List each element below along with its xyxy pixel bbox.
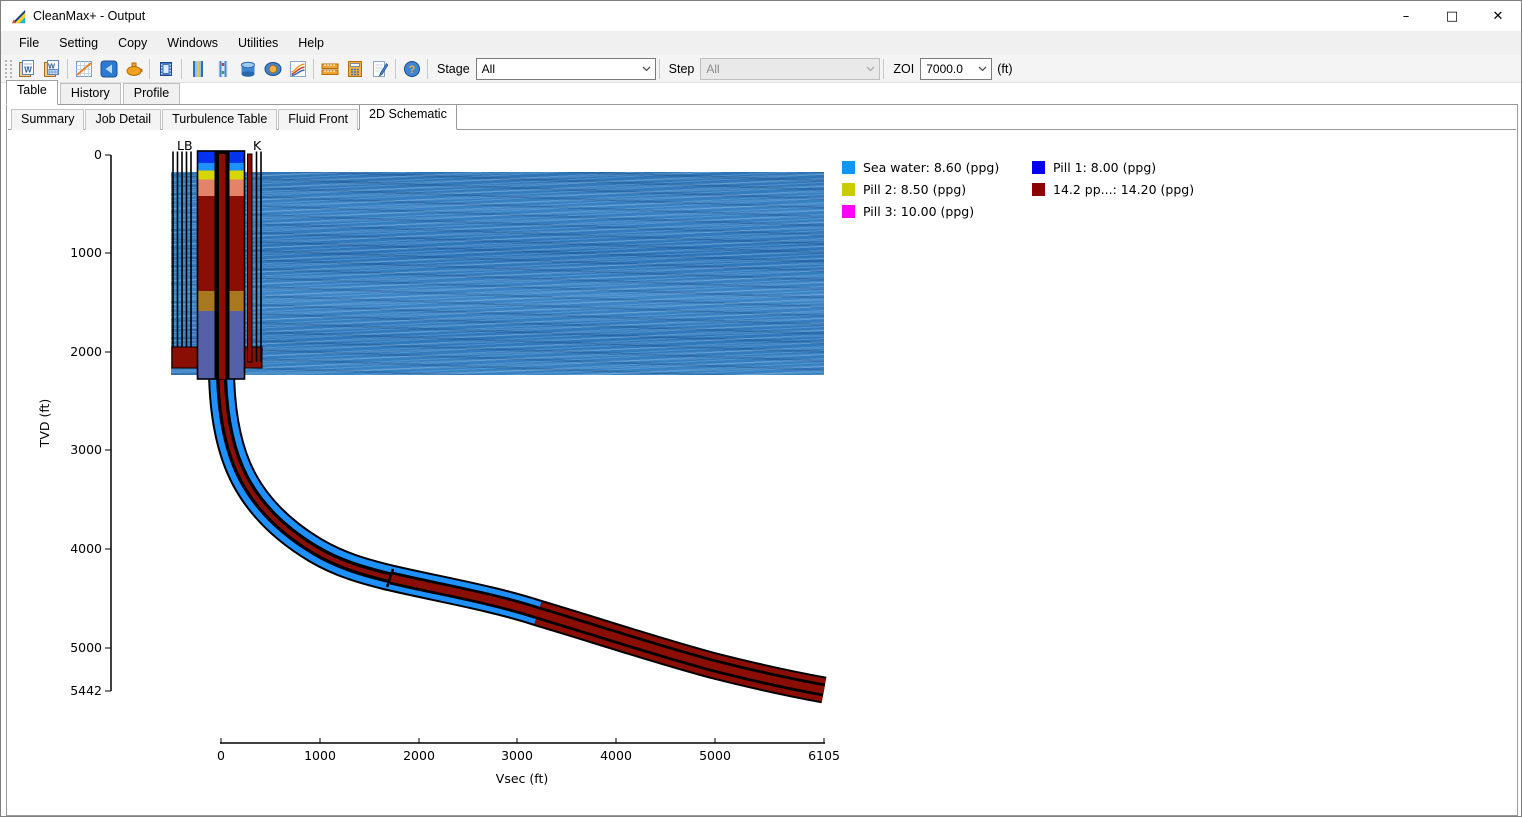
chevron-down-icon bbox=[638, 59, 655, 79]
legend-swatch bbox=[842, 183, 855, 196]
close-button[interactable]: ✕ bbox=[1492, 8, 1504, 24]
menu-file[interactable]: File bbox=[19, 36, 40, 50]
sea-water-texture bbox=[171, 172, 824, 375]
tab-fluid-front[interactable]: Fluid Front bbox=[278, 109, 359, 130]
tab-history[interactable]: History bbox=[59, 83, 121, 104]
casing-cylinder-icon[interactable] bbox=[235, 57, 260, 81]
play-reverse-icon[interactable] bbox=[96, 57, 121, 81]
stage-value: All bbox=[481, 61, 496, 76]
window-controls: – □ ✕ bbox=[1383, 1, 1521, 31]
toolbar-separator bbox=[313, 58, 314, 79]
zoi-value: 7000.0 bbox=[926, 61, 963, 76]
copy-report-icon[interactable]: W bbox=[14, 57, 39, 81]
legend-label: Sea water: 8.60 (ppg) bbox=[863, 160, 1000, 175]
menu-setting[interactable]: Setting bbox=[59, 36, 99, 50]
window-title: CleanMax+ - Output bbox=[33, 9, 146, 23]
legend-label: 14.2 pp...: 14.20 (ppg) bbox=[1053, 182, 1195, 197]
legend-swatch bbox=[842, 205, 855, 218]
secondary-tab-strip: Summary Job Detail Turbulence Table Flui… bbox=[11, 104, 458, 130]
svg-text:W: W bbox=[47, 61, 55, 70]
chevron-down-icon bbox=[974, 59, 991, 79]
app-icon bbox=[10, 8, 27, 25]
legend-item-pill-3: Pill 3: 10.00 (ppg) bbox=[842, 204, 999, 219]
copy-report-table-icon[interactable]: W bbox=[39, 57, 64, 81]
film-strip-icon[interactable] bbox=[153, 57, 178, 81]
legend-item-pill-2: Pill 2: 8.50 (ppg) bbox=[842, 182, 999, 197]
tab-job-detail[interactable]: Job Detail bbox=[85, 109, 162, 130]
tab-2d-schematic[interactable]: 2D Schematic bbox=[359, 104, 457, 130]
menu-copy[interactable]: Copy bbox=[118, 36, 148, 50]
zoi-select[interactable]: 7000.0 bbox=[920, 57, 993, 80]
menu-windows[interactable]: Windows bbox=[167, 36, 218, 50]
calculator-icon[interactable] bbox=[342, 57, 367, 81]
tab-turbulence-table[interactable]: Turbulence Table bbox=[162, 109, 278, 130]
legend-item-sea-water: Sea water: 8.60 (ppg) bbox=[842, 160, 1000, 175]
menu-utilities[interactable]: Utilities bbox=[237, 36, 279, 50]
wellbore-tally-icon[interactable] bbox=[210, 57, 235, 81]
xy-plot-icon[interactable] bbox=[71, 57, 96, 81]
edit-note-icon[interactable] bbox=[367, 57, 392, 81]
menu-bar: File Setting Copy Windows Utilities Help bbox=[1, 31, 1521, 55]
zoi-label: ZOI bbox=[893, 61, 915, 76]
legend-label: Pill 3: 10.00 (ppg) bbox=[863, 204, 975, 219]
toolbar-separator bbox=[181, 58, 182, 79]
tab-profile[interactable]: Profile bbox=[122, 83, 181, 104]
step-value: All bbox=[706, 61, 720, 76]
minimize-button[interactable]: – bbox=[1402, 8, 1410, 24]
legend-swatch bbox=[1032, 183, 1045, 196]
step-label: Step bbox=[668, 61, 695, 76]
zoi-unit: (ft) bbox=[997, 61, 1013, 76]
stage-label: Stage bbox=[437, 61, 470, 76]
legend-swatch bbox=[1032, 161, 1045, 174]
toolbar: W W bbox=[1, 55, 1521, 83]
help-icon[interactable]: ? bbox=[399, 57, 424, 81]
stage-select[interactable]: All bbox=[475, 57, 656, 80]
menu-help[interactable]: Help bbox=[298, 36, 324, 50]
profile-curves-icon[interactable] bbox=[285, 57, 310, 81]
toolbar-separator bbox=[149, 58, 150, 79]
tab-table[interactable]: Table bbox=[6, 80, 58, 105]
toolbar-separator bbox=[67, 58, 68, 79]
toolbar-grip bbox=[10, 59, 12, 78]
legend-swatch bbox=[842, 161, 855, 174]
wellbore-schematic-icon[interactable] bbox=[185, 57, 210, 81]
primary-tab-strip: Table History Profile bbox=[6, 80, 182, 105]
toolbar-separator bbox=[395, 58, 396, 79]
svg-text:?: ? bbox=[408, 64, 415, 76]
legend-label: Pill 1: 8.00 (ppg) bbox=[1053, 160, 1157, 175]
title-bar: CleanMax+ - Output – □ ✕ bbox=[1, 1, 1521, 31]
svg-text:W: W bbox=[24, 65, 32, 74]
lamp-icon[interactable] bbox=[121, 57, 146, 81]
toolbar-grip bbox=[5, 59, 7, 78]
legend-item-pill-1: Pill 1: 8.00 (ppg) bbox=[1032, 160, 1194, 175]
maximize-button[interactable]: □ bbox=[1445, 8, 1459, 24]
toolbar-separator bbox=[427, 58, 428, 79]
annulus-view-icon[interactable] bbox=[260, 57, 285, 81]
ruler-icon[interactable] bbox=[317, 57, 342, 81]
tab-summary[interactable]: Summary bbox=[11, 109, 85, 130]
step-select: All bbox=[700, 57, 881, 80]
legend-label: Pill 2: 8.50 (ppg) bbox=[863, 182, 967, 197]
chevron-down-icon bbox=[862, 59, 879, 79]
toolbar-separator bbox=[658, 58, 660, 79]
legend-column-2: Pill 1: 8.00 (ppg) 14.2 pp...: 14.20 (pp… bbox=[1032, 160, 1195, 197]
legend-column-1: Sea water: 8.60 (ppg) Pill 2: 8.50 (ppg)… bbox=[842, 160, 1000, 219]
toolbar-separator bbox=[883, 58, 885, 79]
legend-item-mud-14-2: 14.2 pp...: 14.20 (ppg) bbox=[1032, 182, 1195, 197]
